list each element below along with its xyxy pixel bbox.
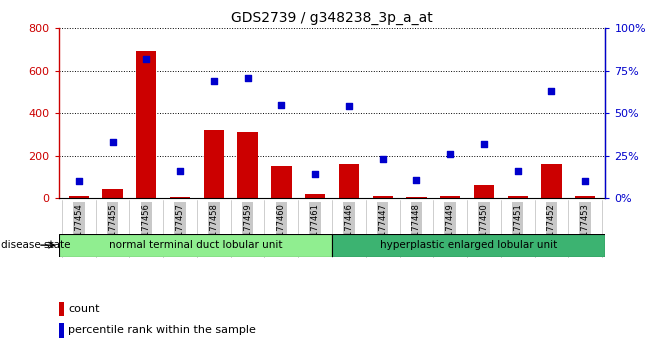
Text: GSM177456: GSM177456 xyxy=(142,203,151,254)
Bar xyxy=(204,130,224,198)
Title: GDS2739 / g348238_3p_a_at: GDS2739 / g348238_3p_a_at xyxy=(231,11,433,24)
Bar xyxy=(372,196,393,198)
Point xyxy=(411,177,422,182)
Point xyxy=(378,156,388,162)
Text: GSM177457: GSM177457 xyxy=(176,203,185,254)
Point xyxy=(344,104,354,109)
Bar xyxy=(59,234,332,257)
Text: GSM177454: GSM177454 xyxy=(74,203,83,254)
Text: hyperplastic enlarged lobular unit: hyperplastic enlarged lobular unit xyxy=(380,240,557,250)
Point xyxy=(512,168,523,174)
Bar xyxy=(271,166,292,198)
Text: GSM177458: GSM177458 xyxy=(210,203,218,254)
Point xyxy=(310,172,320,177)
Point xyxy=(580,178,590,184)
Text: GSM177446: GSM177446 xyxy=(344,203,353,254)
Text: GSM177460: GSM177460 xyxy=(277,203,286,254)
Point xyxy=(445,151,455,157)
Bar xyxy=(440,196,460,198)
Text: GSM177450: GSM177450 xyxy=(479,203,488,254)
Point xyxy=(74,178,84,184)
Bar xyxy=(59,302,64,316)
Text: GSM177459: GSM177459 xyxy=(243,203,252,254)
Text: percentile rank within the sample: percentile rank within the sample xyxy=(68,325,256,336)
Point xyxy=(242,75,253,80)
Point xyxy=(175,168,186,174)
Text: GSM177453: GSM177453 xyxy=(581,203,590,254)
Point xyxy=(209,78,219,84)
Point xyxy=(141,56,152,62)
Bar xyxy=(170,196,190,198)
Bar xyxy=(59,323,64,338)
Text: GSM177455: GSM177455 xyxy=(108,203,117,254)
Point xyxy=(276,102,286,108)
Point xyxy=(478,141,489,147)
Bar xyxy=(474,185,494,198)
Bar xyxy=(136,51,156,198)
Bar xyxy=(575,196,595,198)
Text: normal terminal duct lobular unit: normal terminal duct lobular unit xyxy=(109,240,282,250)
Bar xyxy=(541,164,562,198)
Bar xyxy=(238,132,258,198)
Bar xyxy=(406,197,426,198)
Text: GSM177447: GSM177447 xyxy=(378,203,387,254)
Bar xyxy=(332,234,605,257)
Text: GSM177461: GSM177461 xyxy=(311,203,320,254)
Point xyxy=(546,88,557,94)
Bar xyxy=(339,164,359,198)
Text: disease state: disease state xyxy=(1,240,70,250)
Bar xyxy=(508,196,528,198)
Text: GSM177448: GSM177448 xyxy=(412,203,421,254)
Point xyxy=(107,139,118,145)
Bar xyxy=(305,194,326,198)
Text: GSM177449: GSM177449 xyxy=(446,203,454,254)
Text: count: count xyxy=(68,304,100,314)
Bar xyxy=(102,189,123,198)
Text: GSM177451: GSM177451 xyxy=(513,203,522,254)
Bar xyxy=(69,196,89,198)
Text: GSM177452: GSM177452 xyxy=(547,203,556,254)
